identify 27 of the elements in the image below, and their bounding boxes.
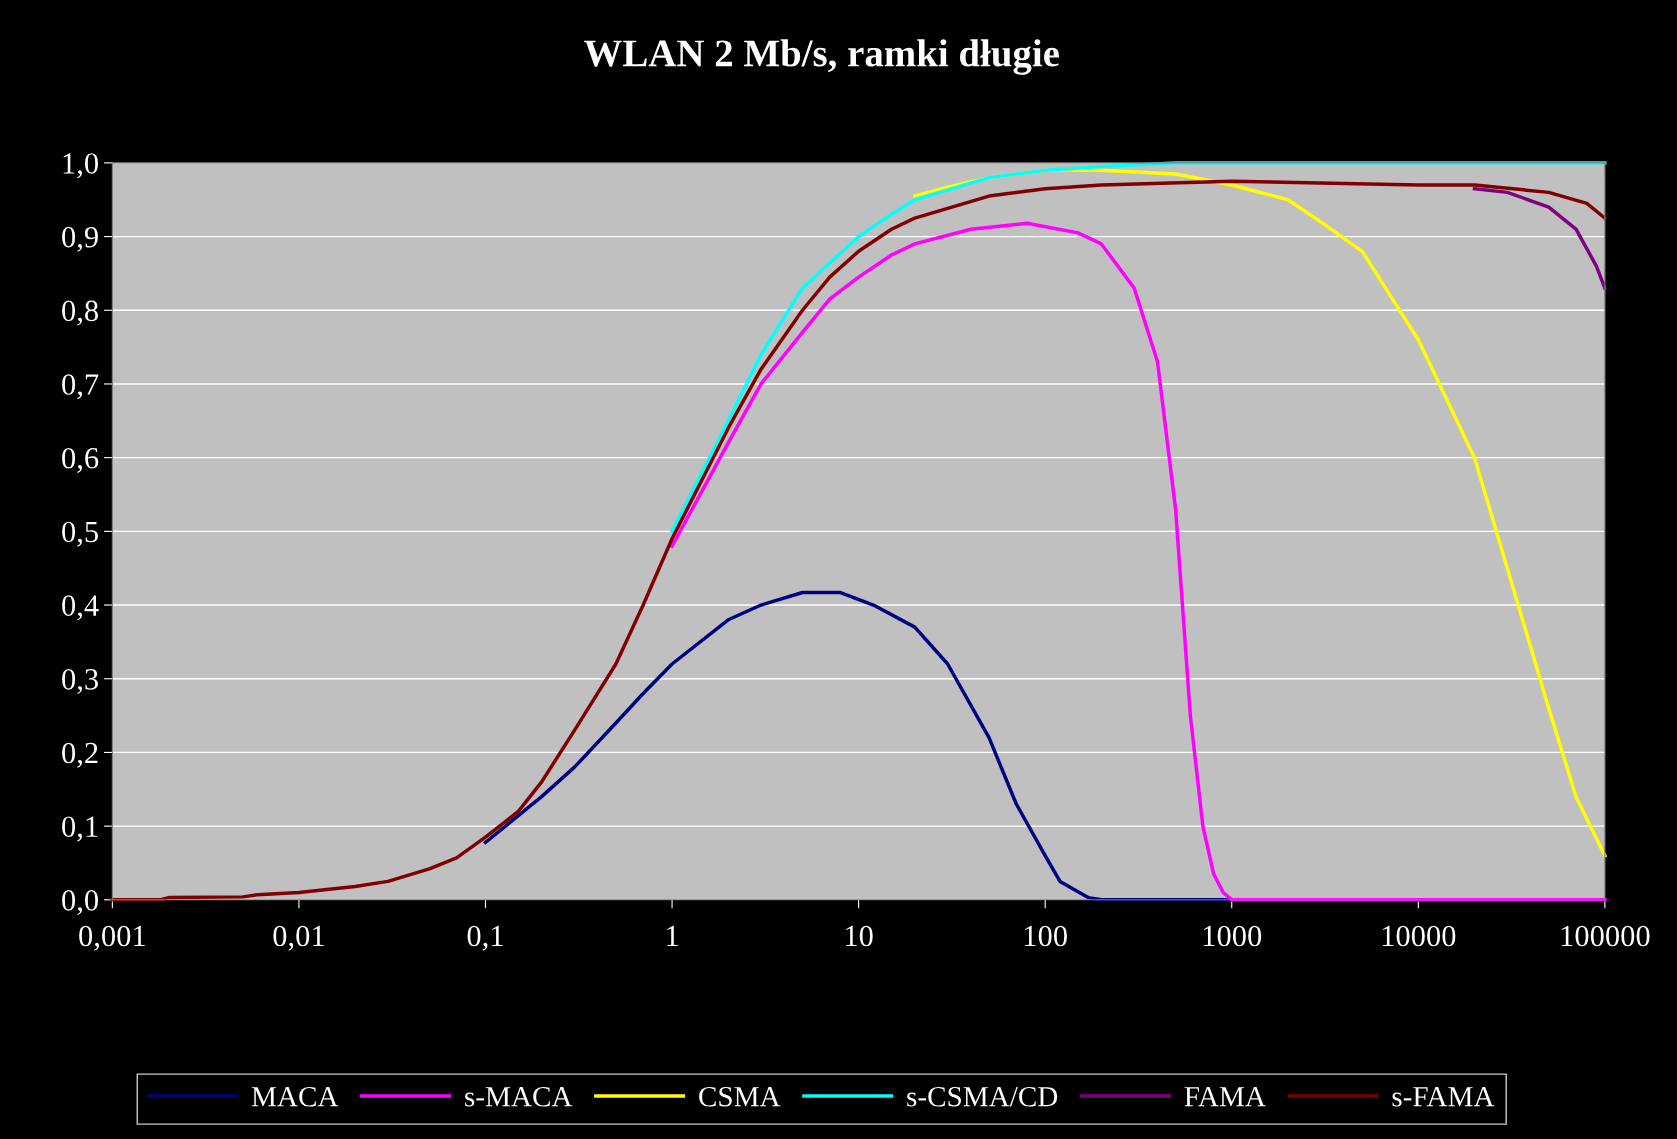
y-tick-label: 0,3 bbox=[62, 669, 98, 695]
y-tick-label: 0,9 bbox=[62, 226, 98, 252]
x-tick-label: 100 bbox=[1024, 925, 1067, 947]
y-tick-label: 0,7 bbox=[62, 374, 99, 400]
x-tick-label: 10000 bbox=[1382, 925, 1456, 947]
legend-label: MACA bbox=[251, 1086, 339, 1107]
y-tick-label: 0,8 bbox=[62, 300, 98, 326]
x-tick-label: 10 bbox=[846, 925, 873, 947]
y-tick-label: 0,2 bbox=[62, 742, 98, 768]
x-tick-label: 0,01 bbox=[273, 925, 324, 951]
x-tick-label: 0,1 bbox=[467, 925, 503, 951]
y-tick-label: 0,1 bbox=[62, 816, 98, 842]
legend-label: FAMA bbox=[1184, 1086, 1266, 1107]
legend-label: s-CSMA/CD bbox=[907, 1086, 1058, 1107]
x-tick-label: 1000 bbox=[1203, 925, 1262, 947]
legend-label: CSMA bbox=[699, 1086, 781, 1107]
y-tick-label: 0,0 bbox=[62, 890, 98, 916]
y-tick-label: 0,5 bbox=[62, 521, 98, 547]
legend-label: s-FAMA bbox=[1392, 1086, 1495, 1107]
y-tick-label: 1,0 bbox=[63, 153, 98, 179]
chart-title: WLAN 2 Mb/s, ramki długie bbox=[584, 39, 1059, 75]
legend-label: s-MACA bbox=[465, 1086, 573, 1107]
y-tick-label: 0,6 bbox=[62, 447, 99, 473]
x-tick-label: 0,001 bbox=[79, 925, 145, 951]
y-tick-label: 0,4 bbox=[62, 595, 99, 621]
x-tick-label: 100000 bbox=[1561, 925, 1650, 947]
x-tick-label: 1 bbox=[667, 925, 678, 947]
